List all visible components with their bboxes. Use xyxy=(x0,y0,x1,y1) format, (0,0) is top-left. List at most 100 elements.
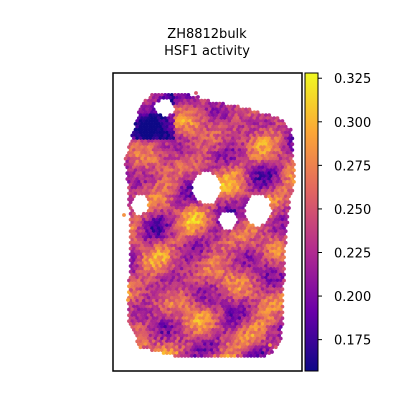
spot xyxy=(207,101,212,106)
spot xyxy=(169,185,174,190)
spot xyxy=(232,168,237,173)
spot xyxy=(176,249,181,254)
spot xyxy=(169,127,174,132)
spot xyxy=(168,327,173,332)
spot xyxy=(138,148,143,152)
spot xyxy=(255,162,260,167)
spot xyxy=(283,159,288,164)
spot xyxy=(204,333,209,338)
spot xyxy=(285,151,290,155)
spot xyxy=(171,293,176,297)
spot xyxy=(153,151,158,155)
spot xyxy=(211,107,216,112)
spot xyxy=(250,159,255,164)
spot xyxy=(211,240,216,245)
spot xyxy=(184,165,189,170)
spot xyxy=(259,116,263,120)
spot xyxy=(234,304,239,309)
spot xyxy=(272,197,277,202)
spot xyxy=(275,127,280,132)
spot xyxy=(242,133,247,138)
spot xyxy=(224,316,229,321)
spot xyxy=(265,336,270,341)
spot xyxy=(278,203,283,208)
spot xyxy=(265,325,270,329)
spot xyxy=(171,148,176,152)
spot xyxy=(272,156,277,161)
spot xyxy=(240,339,245,344)
spot xyxy=(211,345,216,350)
spot xyxy=(240,113,245,118)
spot xyxy=(265,232,270,237)
spot xyxy=(209,162,214,167)
spot xyxy=(183,197,187,202)
spot xyxy=(196,290,201,294)
spot xyxy=(219,284,224,289)
spot xyxy=(260,177,265,181)
spot xyxy=(206,203,211,208)
spot xyxy=(141,310,146,315)
spot xyxy=(217,258,222,263)
spot xyxy=(156,296,161,300)
spot xyxy=(135,142,140,147)
spot xyxy=(184,200,189,205)
spot xyxy=(221,275,225,280)
spot xyxy=(224,171,229,176)
spot xyxy=(141,235,146,239)
spot xyxy=(155,223,159,228)
spot xyxy=(176,330,181,335)
spot xyxy=(179,98,184,103)
spot xyxy=(130,319,135,323)
spot xyxy=(186,191,191,196)
spot xyxy=(174,339,179,344)
spot xyxy=(150,110,154,115)
spot xyxy=(181,101,186,106)
spot xyxy=(145,322,150,326)
spot xyxy=(222,122,227,126)
spot xyxy=(232,296,237,300)
spot xyxy=(196,249,201,254)
spot xyxy=(193,330,197,335)
spot xyxy=(273,298,278,303)
spot xyxy=(179,290,184,294)
spot xyxy=(150,261,154,265)
spot xyxy=(255,238,260,242)
spot xyxy=(207,217,212,222)
spot xyxy=(166,180,171,184)
spot xyxy=(273,200,278,205)
spot xyxy=(278,238,283,242)
spot xyxy=(267,240,272,245)
spot xyxy=(292,162,296,167)
spot xyxy=(234,124,239,129)
spot xyxy=(221,119,225,123)
spot xyxy=(229,238,234,242)
spot xyxy=(264,148,268,152)
spot xyxy=(165,304,169,309)
spot xyxy=(133,261,138,265)
spot xyxy=(219,243,224,248)
spot xyxy=(247,119,252,123)
spot xyxy=(135,119,140,123)
spot xyxy=(136,151,141,155)
spot xyxy=(173,325,178,329)
spot xyxy=(239,209,244,213)
spot xyxy=(209,139,214,144)
spot xyxy=(239,139,244,144)
spot xyxy=(267,310,272,315)
spot xyxy=(138,316,143,321)
spot xyxy=(181,200,186,205)
spot xyxy=(219,151,224,155)
spot xyxy=(247,310,252,315)
spot xyxy=(278,307,283,312)
spot xyxy=(209,168,214,173)
spot xyxy=(151,339,156,344)
spot xyxy=(282,145,286,150)
spot xyxy=(259,325,263,329)
spot xyxy=(174,351,179,355)
spot xyxy=(184,124,189,129)
spot xyxy=(169,197,174,202)
spot xyxy=(277,246,281,251)
spot xyxy=(237,130,242,135)
spot xyxy=(188,275,192,280)
spot xyxy=(151,298,156,303)
